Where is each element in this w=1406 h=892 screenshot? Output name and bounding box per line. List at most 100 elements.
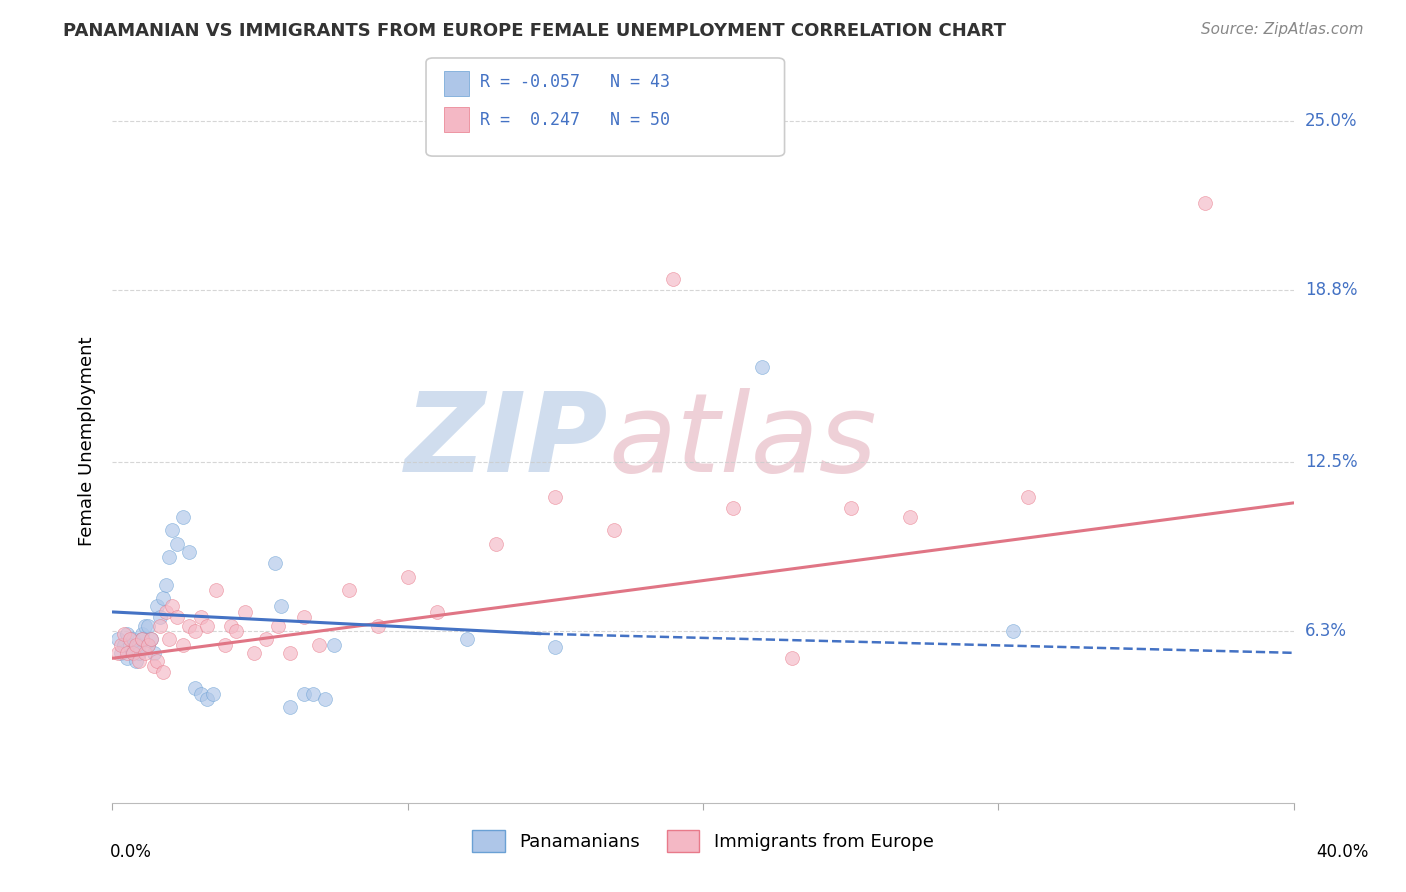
Point xyxy=(146,599,169,614)
Point xyxy=(219,618,242,632)
Text: Source: ZipAtlas.com: Source: ZipAtlas.com xyxy=(1201,22,1364,37)
Point xyxy=(131,632,153,647)
Point xyxy=(139,632,162,647)
Point xyxy=(278,646,301,660)
Point xyxy=(110,646,132,660)
Point xyxy=(142,659,165,673)
Point xyxy=(1194,196,1216,211)
Text: 40.0%: 40.0% xyxy=(1316,843,1369,861)
Point xyxy=(149,610,172,624)
Point xyxy=(152,665,174,679)
Point xyxy=(172,509,194,524)
Point xyxy=(166,537,188,551)
Point xyxy=(225,624,247,638)
Point xyxy=(195,618,218,632)
Point xyxy=(195,692,218,706)
Point xyxy=(264,556,287,570)
Point xyxy=(485,537,508,551)
Point xyxy=(107,646,129,660)
Point xyxy=(128,646,150,660)
Point xyxy=(205,583,228,598)
Point xyxy=(243,646,266,660)
Point xyxy=(270,599,292,614)
Point xyxy=(136,618,159,632)
Point xyxy=(152,591,174,606)
Point xyxy=(751,359,773,374)
Point xyxy=(107,632,129,647)
Text: R =  0.247   N = 50: R = 0.247 N = 50 xyxy=(481,112,671,129)
Point xyxy=(155,605,177,619)
Text: 18.8%: 18.8% xyxy=(1305,281,1357,299)
Point xyxy=(190,610,212,624)
Point xyxy=(839,501,862,516)
Point xyxy=(308,638,330,652)
Point xyxy=(426,605,449,619)
Point xyxy=(131,632,153,647)
Point xyxy=(302,687,325,701)
Text: 12.5%: 12.5% xyxy=(1305,453,1357,471)
Y-axis label: Female Unemployment: Female Unemployment xyxy=(77,337,96,546)
Point xyxy=(278,700,301,714)
Text: PANAMANIAN VS IMMIGRANTS FROM EUROPE FEMALE UNEMPLOYMENT CORRELATION CHART: PANAMANIAN VS IMMIGRANTS FROM EUROPE FEM… xyxy=(63,22,1007,40)
Point xyxy=(267,618,290,632)
Point xyxy=(128,638,150,652)
Point xyxy=(122,646,145,660)
Point xyxy=(139,632,162,647)
Point xyxy=(190,687,212,701)
Point xyxy=(201,687,224,701)
Legend: Panamanians, Immigrants from Europe: Panamanians, Immigrants from Europe xyxy=(465,822,941,859)
Point xyxy=(112,626,135,640)
Text: R = -0.057   N = 43: R = -0.057 N = 43 xyxy=(481,73,671,91)
Point xyxy=(142,646,165,660)
Point xyxy=(160,523,183,537)
Text: atlas: atlas xyxy=(609,388,877,495)
Point xyxy=(898,509,921,524)
Point xyxy=(136,638,159,652)
Point xyxy=(125,654,148,668)
Point xyxy=(662,272,685,286)
Point xyxy=(110,638,132,652)
Point xyxy=(120,632,142,647)
Point xyxy=(337,583,360,598)
Point xyxy=(456,632,478,647)
Point xyxy=(122,646,145,660)
Text: 6.3%: 6.3% xyxy=(1305,622,1347,640)
Point xyxy=(134,618,156,632)
Point xyxy=(179,545,201,559)
Text: 0.0%: 0.0% xyxy=(110,843,152,861)
Point xyxy=(122,632,145,647)
Point xyxy=(367,618,389,632)
Point xyxy=(117,651,138,665)
Point xyxy=(1017,491,1039,505)
Point xyxy=(157,632,180,647)
Point xyxy=(396,569,419,583)
Point xyxy=(603,523,626,537)
Point xyxy=(254,632,277,647)
Point xyxy=(314,692,336,706)
Point xyxy=(292,610,315,624)
Point xyxy=(172,638,194,652)
Point xyxy=(117,626,138,640)
Point xyxy=(1001,624,1024,638)
Point xyxy=(184,624,207,638)
Point xyxy=(125,638,148,652)
Point xyxy=(166,610,188,624)
Point xyxy=(184,681,207,696)
Point xyxy=(544,491,567,505)
Point xyxy=(214,638,236,652)
Point xyxy=(125,640,148,655)
Text: ZIP: ZIP xyxy=(405,388,609,495)
Point xyxy=(134,646,156,660)
Point xyxy=(117,646,138,660)
Point xyxy=(128,654,150,668)
Point xyxy=(136,638,159,652)
Point xyxy=(120,638,142,652)
Point xyxy=(233,605,256,619)
Point xyxy=(112,638,135,652)
Point xyxy=(323,638,346,652)
Point xyxy=(292,687,315,701)
Point xyxy=(149,618,172,632)
Point xyxy=(179,618,201,632)
Point xyxy=(721,501,744,516)
Point xyxy=(160,599,183,614)
